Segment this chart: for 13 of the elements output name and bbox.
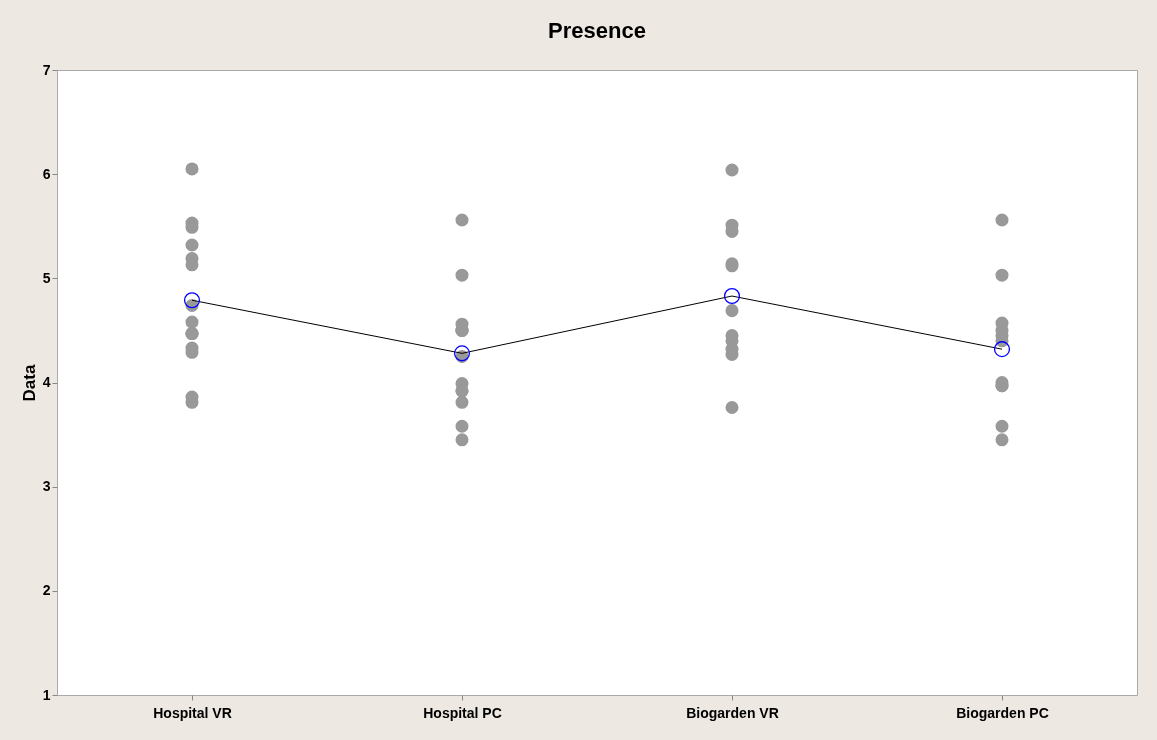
y-tick-label: 2 xyxy=(42,582,51,599)
y-tick-label: 3 xyxy=(42,478,51,495)
y-tick-label: 7 xyxy=(42,61,51,78)
x-tick-label: Biogarden VR xyxy=(686,704,779,721)
y-tick-label: 6 xyxy=(42,165,51,182)
x-tick-label: Biogarden PC xyxy=(956,704,1049,721)
y-tick-label: 1 xyxy=(42,686,51,703)
y-tick-label: 5 xyxy=(42,269,51,286)
x-tick-label: Hospital VR xyxy=(153,704,232,721)
chart-title: Presence xyxy=(548,18,646,43)
y-axis-title: Data xyxy=(19,364,39,402)
y-tick-label: 4 xyxy=(42,374,51,390)
x-tick-label: Hospital PC xyxy=(423,704,502,721)
